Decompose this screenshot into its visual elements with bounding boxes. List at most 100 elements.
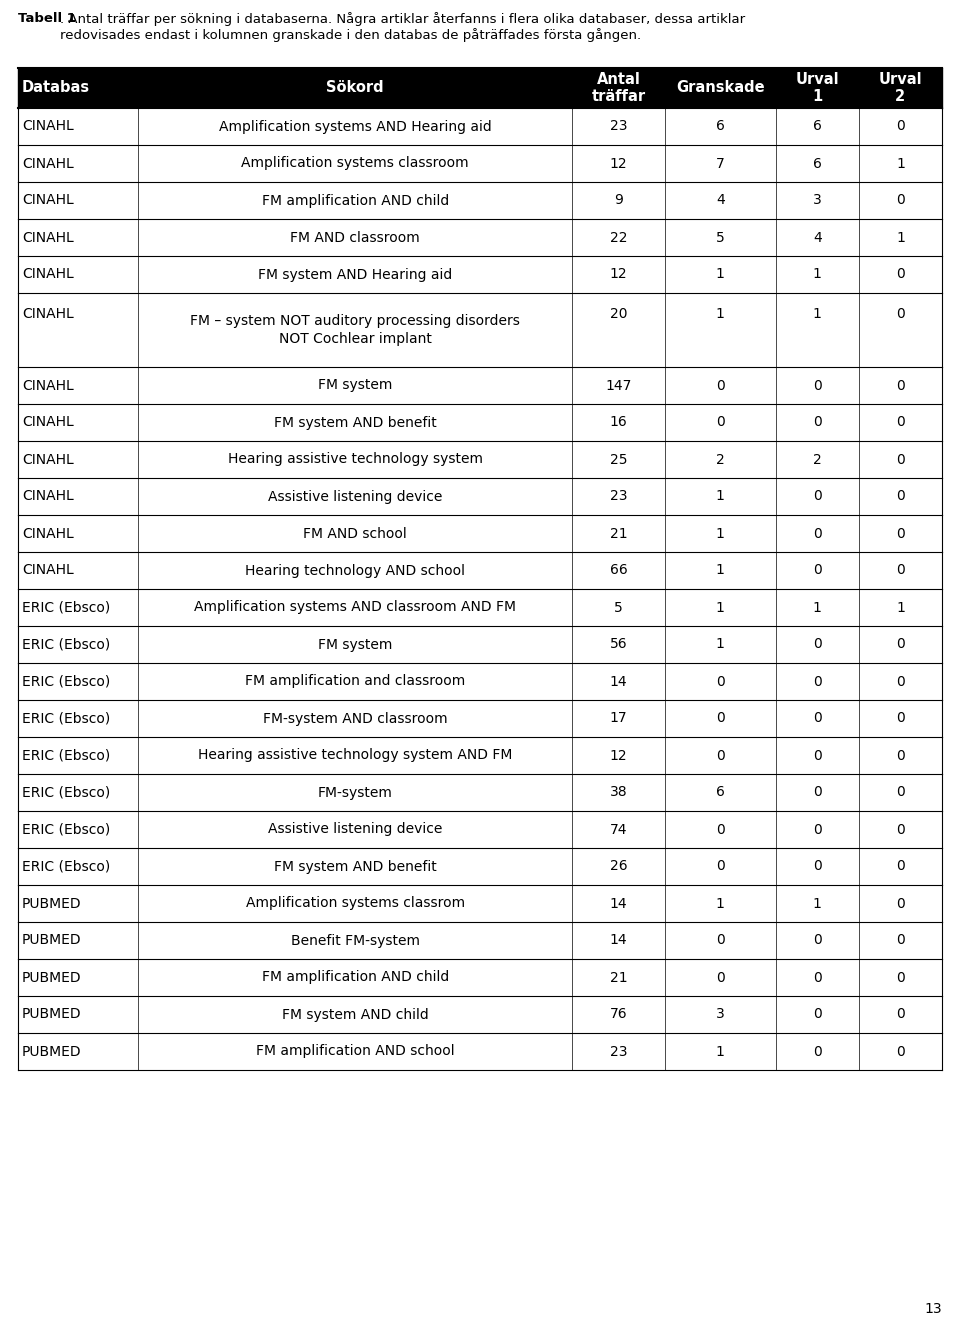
Text: Urval
1: Urval 1 bbox=[796, 72, 839, 104]
Text: ERIC (Ebsco): ERIC (Ebsco) bbox=[22, 822, 110, 837]
Text: 0: 0 bbox=[896, 896, 904, 911]
Text: Hearing technology AND school: Hearing technology AND school bbox=[245, 563, 466, 578]
Text: FM amplification AND school: FM amplification AND school bbox=[256, 1045, 455, 1058]
Text: 0: 0 bbox=[896, 563, 904, 578]
Text: 0: 0 bbox=[896, 971, 904, 984]
Text: FM system AND benefit: FM system AND benefit bbox=[274, 859, 437, 874]
Text: 0: 0 bbox=[813, 378, 822, 393]
Text: ERIC (Ebsco): ERIC (Ebsco) bbox=[22, 785, 110, 799]
Text: 2: 2 bbox=[716, 453, 725, 466]
Text: 1: 1 bbox=[716, 896, 725, 911]
Text: ERIC (Ebsco): ERIC (Ebsco) bbox=[22, 749, 110, 762]
Text: CINAHL: CINAHL bbox=[22, 563, 74, 578]
Text: 0: 0 bbox=[813, 637, 822, 652]
Text: 9: 9 bbox=[614, 194, 623, 207]
Text: 0: 0 bbox=[896, 416, 904, 429]
Text: 0: 0 bbox=[896, 712, 904, 725]
Text: 1: 1 bbox=[813, 267, 822, 282]
Text: FM AND school: FM AND school bbox=[303, 526, 407, 540]
Text: CINAHL: CINAHL bbox=[22, 378, 74, 393]
Text: 0: 0 bbox=[896, 120, 904, 134]
Text: FM – system NOT auditory processing disorders
NOT Cochlear implant: FM – system NOT auditory processing diso… bbox=[190, 313, 520, 347]
Text: Databas: Databas bbox=[22, 81, 90, 96]
Text: 14: 14 bbox=[610, 934, 628, 947]
Text: 5: 5 bbox=[716, 231, 725, 244]
Text: 14: 14 bbox=[610, 675, 628, 688]
Text: 16: 16 bbox=[610, 416, 628, 429]
Text: PUBMED: PUBMED bbox=[22, 896, 82, 911]
Text: 0: 0 bbox=[716, 971, 725, 984]
Text: ERIC (Ebsco): ERIC (Ebsco) bbox=[22, 637, 110, 652]
Text: ERIC (Ebsco): ERIC (Ebsco) bbox=[22, 859, 110, 874]
Text: 0: 0 bbox=[813, 490, 822, 503]
Text: 23: 23 bbox=[610, 490, 627, 503]
Text: 1: 1 bbox=[813, 307, 822, 321]
Text: 13: 13 bbox=[924, 1301, 942, 1316]
Text: CINAHL: CINAHL bbox=[22, 307, 74, 321]
Text: 0: 0 bbox=[896, 859, 904, 874]
Text: . Antal träffar per sökning i databaserna. Några artiklar återfanns i flera olik: . Antal träffar per sökning i databasern… bbox=[60, 12, 745, 42]
Text: 0: 0 bbox=[896, 267, 904, 282]
Text: 1: 1 bbox=[716, 307, 725, 321]
Text: 0: 0 bbox=[896, 378, 904, 393]
Text: 12: 12 bbox=[610, 749, 628, 762]
Text: 14: 14 bbox=[610, 896, 628, 911]
Text: Assistive listening device: Assistive listening device bbox=[268, 490, 443, 503]
Text: Amplification systems AND Hearing aid: Amplification systems AND Hearing aid bbox=[219, 120, 492, 134]
Text: FM system AND benefit: FM system AND benefit bbox=[274, 416, 437, 429]
Text: 0: 0 bbox=[896, 307, 904, 321]
Text: 12: 12 bbox=[610, 157, 628, 170]
Text: 74: 74 bbox=[610, 822, 627, 837]
Text: 56: 56 bbox=[610, 637, 628, 652]
Text: 0: 0 bbox=[896, 194, 904, 207]
Text: 1: 1 bbox=[716, 267, 725, 282]
Text: 1: 1 bbox=[813, 600, 822, 615]
Text: 0: 0 bbox=[896, 785, 904, 799]
Text: 0: 0 bbox=[896, 490, 904, 503]
Text: Antal
träffar: Antal träffar bbox=[591, 72, 646, 104]
Text: 3: 3 bbox=[716, 1008, 725, 1021]
Text: Sökord: Sökord bbox=[326, 81, 384, 96]
Text: 0: 0 bbox=[716, 378, 725, 393]
Text: Granskade: Granskade bbox=[676, 81, 764, 96]
Text: 0: 0 bbox=[813, 526, 822, 540]
Text: Amplification systems AND classroom AND FM: Amplification systems AND classroom AND … bbox=[194, 600, 516, 615]
Text: 0: 0 bbox=[896, 1008, 904, 1021]
Text: FM system: FM system bbox=[318, 637, 393, 652]
Text: FM AND classroom: FM AND classroom bbox=[290, 231, 420, 244]
Bar bbox=[18, 68, 942, 108]
Text: 0: 0 bbox=[716, 416, 725, 429]
Text: ERIC (Ebsco): ERIC (Ebsco) bbox=[22, 600, 110, 615]
Text: 1: 1 bbox=[716, 1045, 725, 1058]
Text: 1: 1 bbox=[716, 637, 725, 652]
Text: 4: 4 bbox=[716, 194, 725, 207]
Text: Benefit FM-system: Benefit FM-system bbox=[291, 934, 420, 947]
Text: Amplification systems classroom: Amplification systems classroom bbox=[242, 157, 469, 170]
Text: 66: 66 bbox=[610, 563, 628, 578]
Text: 0: 0 bbox=[716, 749, 725, 762]
Text: 0: 0 bbox=[896, 675, 904, 688]
Text: FM-system AND classroom: FM-system AND classroom bbox=[263, 712, 447, 725]
Text: PUBMED: PUBMED bbox=[22, 1045, 82, 1058]
Text: 0: 0 bbox=[716, 859, 725, 874]
Text: CINAHL: CINAHL bbox=[22, 120, 74, 134]
Text: 21: 21 bbox=[610, 526, 628, 540]
Text: 0: 0 bbox=[813, 1008, 822, 1021]
Text: 6: 6 bbox=[813, 120, 822, 134]
Text: 25: 25 bbox=[610, 453, 627, 466]
Text: 0: 0 bbox=[813, 712, 822, 725]
Text: PUBMED: PUBMED bbox=[22, 971, 82, 984]
Text: 3: 3 bbox=[813, 194, 822, 207]
Text: 0: 0 bbox=[716, 822, 725, 837]
Text: 0: 0 bbox=[896, 453, 904, 466]
Text: 6: 6 bbox=[813, 157, 822, 170]
Text: 6: 6 bbox=[716, 120, 725, 134]
Text: 0: 0 bbox=[813, 934, 822, 947]
Text: 0: 0 bbox=[896, 749, 904, 762]
Text: 21: 21 bbox=[610, 971, 628, 984]
Text: FM amplification and classroom: FM amplification and classroom bbox=[245, 675, 466, 688]
Text: 7: 7 bbox=[716, 157, 725, 170]
Text: 0: 0 bbox=[896, 822, 904, 837]
Text: 1: 1 bbox=[716, 526, 725, 540]
Text: FM system AND Hearing aid: FM system AND Hearing aid bbox=[258, 267, 452, 282]
